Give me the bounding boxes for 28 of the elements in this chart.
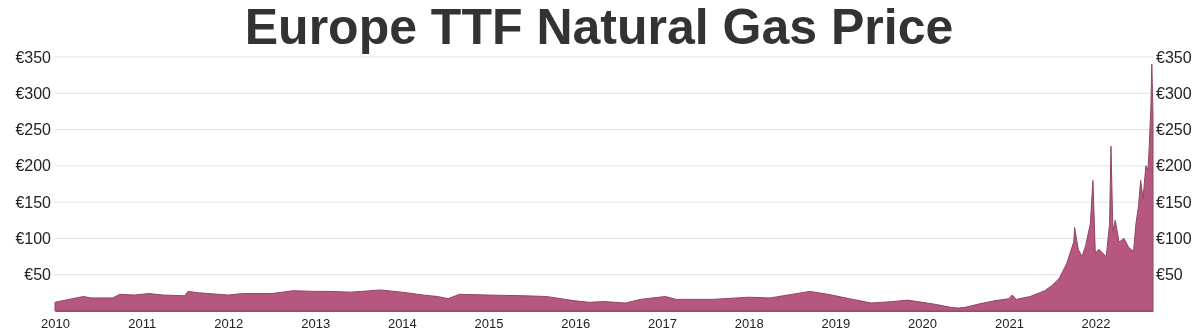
y-tick-label: €250 xyxy=(15,121,52,139)
x-tick-label: 2014 xyxy=(387,316,417,332)
x-tick-label: 2022 xyxy=(1081,316,1111,332)
y-tick-label: €300 xyxy=(15,84,52,102)
y-tick-label: €200 xyxy=(15,157,52,175)
chart-title: Europe TTF Natural Gas Price xyxy=(244,0,954,55)
x-tick-label: 2016 xyxy=(561,316,591,332)
y2-tick-label: €100 xyxy=(1156,230,1192,248)
x-tick-label: 2019 xyxy=(821,316,851,332)
y2-tick-label: €50 xyxy=(1156,266,1183,284)
y2-tick-label: €250 xyxy=(1156,121,1192,139)
x-tick-label: 2012 xyxy=(214,316,244,332)
y2-tick-label: €150 xyxy=(1156,193,1192,211)
x-tick-label: 2017 xyxy=(648,316,678,332)
y2-tick-label: €300 xyxy=(1156,84,1192,102)
y-tick-label: €150 xyxy=(15,193,52,211)
y-tick-label: €350 xyxy=(15,48,52,66)
x-tick-label: 2011 xyxy=(128,316,157,332)
x-tick-label: 2010 xyxy=(41,316,70,332)
y2-tick-label: €200 xyxy=(1156,157,1192,175)
x-tick-label: 2021 xyxy=(994,316,1024,332)
x-tick-label: 2013 xyxy=(301,316,331,332)
y-tick-label: €50 xyxy=(24,266,52,284)
y-tick-label: €100 xyxy=(15,230,52,248)
x-tick-label: 2018 xyxy=(734,316,764,332)
x-tick-label: 2015 xyxy=(474,316,504,332)
x-tick-label: 2020 xyxy=(908,316,937,332)
y2-tick-label: €350 xyxy=(1156,48,1192,66)
